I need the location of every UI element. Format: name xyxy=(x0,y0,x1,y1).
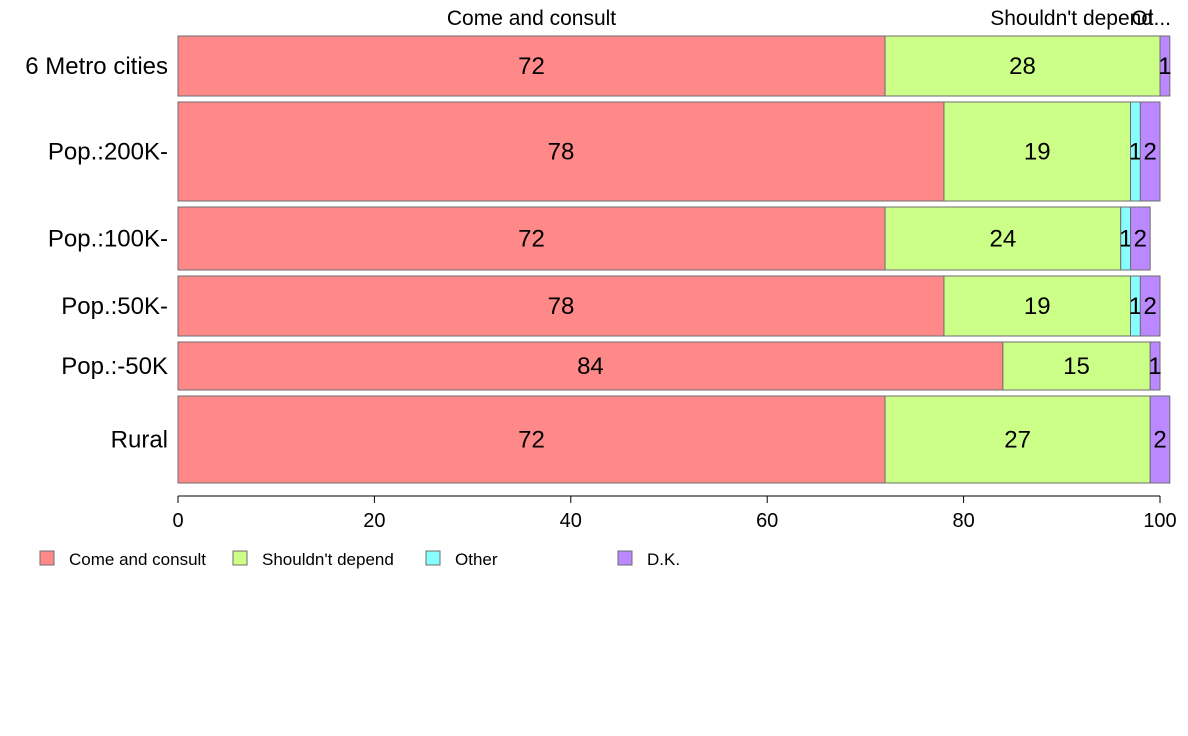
x-tick-label: 20 xyxy=(363,510,385,532)
bar-segment xyxy=(884,395,1151,484)
x-tick-label: 0 xyxy=(172,510,183,532)
legend-swatch xyxy=(425,550,441,566)
bar-value-label: 1 xyxy=(1148,353,1161,380)
bar-value-label: 15 xyxy=(1063,353,1090,380)
bar-segment xyxy=(884,206,1122,271)
bar-value-label: 2 xyxy=(1134,226,1147,253)
x-tick-label: 80 xyxy=(952,510,974,532)
top-segment-label: Shouldn't depend xyxy=(990,7,1153,30)
bar-segment xyxy=(1149,341,1161,391)
top-segment-label: Come and consult xyxy=(447,7,616,30)
bar-value-label: 72 xyxy=(518,427,545,454)
category-label: Rural xyxy=(111,427,168,454)
category-label: Pop.:50K- xyxy=(61,293,168,320)
x-tick-label: 40 xyxy=(560,510,582,532)
category-label: Pop.:200K- xyxy=(48,139,168,166)
bar-segment xyxy=(884,35,1161,97)
legend-swatch xyxy=(232,550,248,566)
bar-value-label: 19 xyxy=(1024,293,1051,320)
bar-value-label: 72 xyxy=(518,53,545,80)
bar-value-label: 24 xyxy=(990,226,1017,253)
bar-value-label: 2 xyxy=(1144,293,1157,320)
category-label: Pop.:-50K xyxy=(61,353,168,380)
legend-label: D.K. xyxy=(647,550,680,569)
x-tick-label: 60 xyxy=(756,510,778,532)
legend-label: Come and consult xyxy=(69,550,206,569)
legend-label: Other xyxy=(455,550,498,569)
bar-value-label: 1 xyxy=(1129,139,1142,166)
bar-segment xyxy=(177,275,945,337)
category-label: 6 Metro cities xyxy=(25,53,168,80)
bar-value-label: 2 xyxy=(1153,427,1166,454)
bar-segment xyxy=(177,395,886,484)
bar-value-label: 1 xyxy=(1119,226,1132,253)
legend-swatch xyxy=(617,550,633,566)
bar-segment xyxy=(943,275,1132,337)
legend-swatch xyxy=(39,550,55,566)
top-segment-label: Ot... xyxy=(1131,7,1171,30)
bar-value-label: 27 xyxy=(1004,427,1031,454)
bar-segment xyxy=(943,101,1132,202)
bar-segment xyxy=(1002,341,1151,391)
bar-value-label: 2 xyxy=(1144,139,1157,166)
bar-segment xyxy=(1139,101,1161,202)
bar-value-label: 78 xyxy=(548,139,575,166)
bar-segment xyxy=(1130,206,1151,271)
bar-segment xyxy=(1159,35,1171,97)
bar-value-label: 84 xyxy=(577,353,604,380)
bar-value-label: 1 xyxy=(1158,53,1171,80)
bar-value-label: 19 xyxy=(1024,139,1051,166)
bar-value-label: 78 xyxy=(548,293,575,320)
bar-value-label: 28 xyxy=(1009,53,1036,80)
bar-value-label: 1 xyxy=(1129,293,1142,320)
bar-segment xyxy=(1149,395,1171,484)
bar-value-label: 72 xyxy=(518,226,545,253)
bar-segment xyxy=(177,35,886,97)
bar-segment xyxy=(177,341,1004,391)
bar-segment xyxy=(1139,275,1161,337)
legend-label: Shouldn't depend xyxy=(262,550,394,569)
category-label: Pop.:100K- xyxy=(48,226,168,253)
x-tick-label: 100 xyxy=(1143,510,1176,532)
